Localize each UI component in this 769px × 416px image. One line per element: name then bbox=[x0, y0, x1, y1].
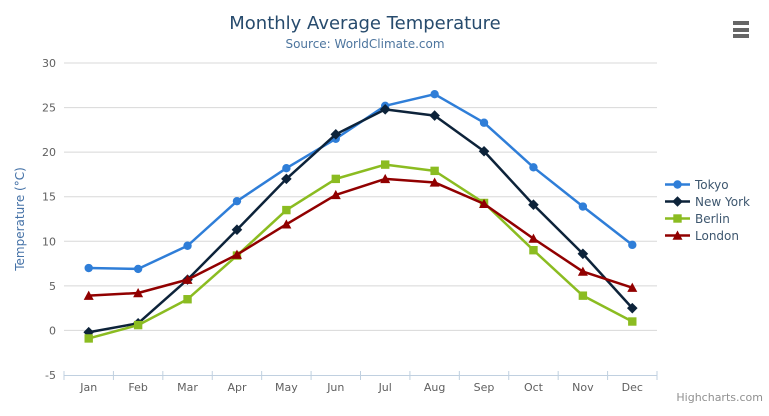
legend-label: New York bbox=[695, 194, 750, 209]
diamond-icon bbox=[665, 196, 690, 207]
series-line-tokyo[interactable] bbox=[87, 92, 634, 271]
y-axis-label: 0 bbox=[49, 324, 56, 337]
marker-tokyo[interactable] bbox=[430, 90, 439, 99]
marker-new-york[interactable] bbox=[281, 173, 292, 185]
marker-new-york[interactable] bbox=[478, 145, 490, 157]
marker-london[interactable] bbox=[479, 198, 490, 209]
credits-link[interactable]: Highcharts.com bbox=[676, 391, 763, 404]
marker-new-york[interactable] bbox=[231, 224, 243, 235]
marker-london[interactable] bbox=[231, 249, 242, 259]
circle-icon bbox=[665, 180, 690, 189]
x-axis-label: May bbox=[275, 381, 298, 394]
x-axis-label: Aug bbox=[424, 381, 445, 394]
legend-item-london[interactable]: London bbox=[664, 227, 750, 244]
legend-label: London bbox=[695, 228, 739, 243]
chart-subtitle: Source: WorldClimate.com bbox=[285, 37, 445, 51]
x-axis-label: Nov bbox=[572, 381, 594, 394]
marker-tokyo[interactable] bbox=[183, 241, 192, 250]
marker-berlin[interactable] bbox=[529, 246, 538, 255]
marker-new-york[interactable] bbox=[429, 110, 440, 121]
y-axis-label: 25 bbox=[42, 102, 56, 115]
hamburger-icon bbox=[733, 21, 749, 25]
marker-berlin[interactable] bbox=[430, 166, 439, 176]
y-axis-label: 10 bbox=[42, 235, 56, 248]
x-axis-label: Jan bbox=[79, 381, 97, 394]
marker-tokyo[interactable] bbox=[232, 196, 242, 206]
y-axis-label: 30 bbox=[42, 57, 56, 70]
x-axis-label: Sep bbox=[474, 381, 495, 394]
marker-tokyo[interactable] bbox=[282, 163, 291, 173]
marker-berlin[interactable] bbox=[84, 334, 93, 343]
marker-london[interactable] bbox=[380, 173, 391, 184]
y-axis-label: 5 bbox=[49, 280, 56, 293]
marker-tokyo[interactable] bbox=[133, 264, 143, 274]
y-axis-label: 15 bbox=[42, 191, 56, 204]
marker-london[interactable] bbox=[330, 189, 341, 200]
marker-london[interactable] bbox=[627, 282, 638, 292]
marker-new-york[interactable] bbox=[626, 302, 638, 314]
marker-london[interactable] bbox=[528, 233, 539, 243]
hamburger-icon bbox=[733, 34, 749, 38]
export-menu-button[interactable] bbox=[733, 21, 750, 38]
marker-new-york[interactable] bbox=[379, 104, 391, 115]
marker-berlin[interactable] bbox=[578, 291, 588, 300]
marker-berlin[interactable] bbox=[628, 317, 637, 326]
chart-title: Monthly Average Temperature bbox=[229, 13, 501, 34]
legend-item-tokyo[interactable]: Tokyo bbox=[664, 176, 750, 193]
legend-label: Berlin bbox=[695, 211, 730, 226]
marker-tokyo[interactable] bbox=[628, 240, 637, 250]
legend-item-berlin[interactable]: Berlin bbox=[664, 210, 750, 227]
marker-london[interactable] bbox=[429, 177, 440, 187]
x-axis-label: Mar bbox=[177, 381, 198, 394]
marker-tokyo[interactable] bbox=[578, 202, 588, 211]
marker-new-york[interactable] bbox=[528, 199, 539, 211]
y-axis-label: -5 bbox=[45, 369, 56, 382]
marker-new-york[interactable] bbox=[577, 248, 589, 260]
x-axis-label: Apr bbox=[227, 381, 247, 394]
marker-tokyo[interactable] bbox=[84, 263, 93, 273]
x-axis-label: Jul bbox=[378, 381, 392, 394]
x-axis-label: Oct bbox=[524, 381, 544, 394]
marker-berlin[interactable] bbox=[133, 320, 143, 330]
marker-london[interactable] bbox=[281, 219, 292, 229]
marker-berlin[interactable] bbox=[381, 160, 390, 169]
marker-london[interactable] bbox=[577, 266, 588, 276]
marker-berlin[interactable] bbox=[331, 174, 340, 184]
marker-london[interactable] bbox=[83, 290, 94, 300]
marker-berlin[interactable] bbox=[282, 205, 291, 215]
marker-tokyo[interactable] bbox=[529, 163, 538, 172]
y-axis-label: 20 bbox=[42, 146, 56, 159]
legend-label: Tokyo bbox=[695, 177, 729, 192]
series-line-berlin[interactable] bbox=[87, 163, 634, 340]
x-axis-label: Dec bbox=[622, 381, 643, 394]
series-line-new-york[interactable] bbox=[87, 108, 634, 334]
square-icon bbox=[665, 214, 690, 223]
marker-new-york[interactable] bbox=[330, 129, 342, 140]
triangle-icon bbox=[665, 230, 690, 240]
y-axis-title: Temperature (°C) bbox=[13, 167, 27, 272]
marker-tokyo[interactable] bbox=[479, 118, 489, 127]
x-axis-label: Feb bbox=[128, 381, 147, 394]
marker-berlin[interactable] bbox=[183, 295, 192, 304]
hamburger-icon bbox=[733, 27, 749, 32]
legend-item-new-york[interactable]: New York bbox=[664, 193, 750, 210]
marker-london[interactable] bbox=[133, 287, 144, 298]
x-axis-label: Jun bbox=[326, 381, 344, 394]
legend: Tokyo New York Berlin London bbox=[664, 176, 750, 244]
marker-london[interactable] bbox=[182, 274, 193, 284]
series-line-london[interactable] bbox=[87, 177, 634, 297]
